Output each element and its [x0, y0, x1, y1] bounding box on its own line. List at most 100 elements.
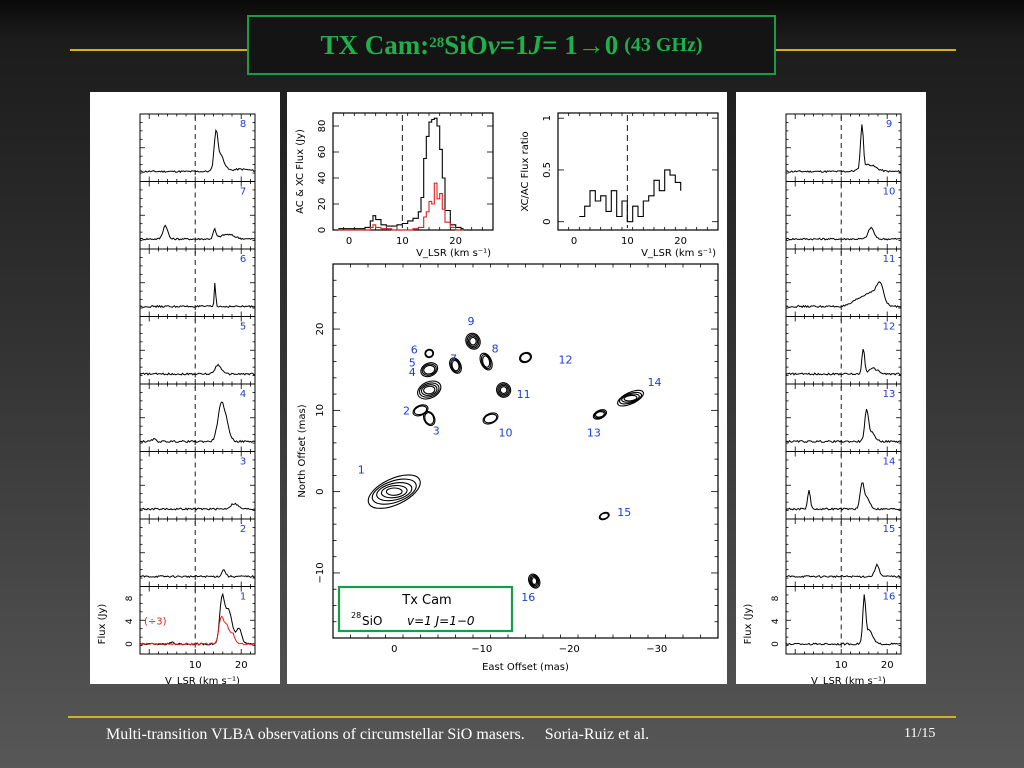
x-tick-label: 10: [189, 660, 202, 671]
contour-11: [498, 384, 509, 396]
feature-label-6: 6: [411, 343, 418, 356]
spectrum-trace-4: [139, 401, 256, 444]
spectrum-trace-16: [785, 594, 902, 646]
feature-label-10: 10: [499, 426, 513, 439]
feature-label-13: 13: [883, 389, 896, 400]
contour-1: [385, 487, 403, 496]
feature-label-2: 2: [403, 404, 410, 417]
y-tick-label: 20: [317, 198, 328, 211]
legend-transition: v=1 J=1−0: [407, 614, 475, 628]
feature-label-6: 6: [240, 254, 246, 265]
y-tick-label: 8: [771, 595, 781, 601]
x-tick-label: 20: [674, 236, 687, 247]
contour-4: [420, 384, 438, 396]
y-tick-label: 0.5: [542, 162, 553, 178]
x-axis-label: East Offset (mas): [482, 662, 569, 673]
y-axis-label: Flux (Jy): [743, 604, 754, 645]
x-tick-label: 0: [391, 644, 397, 655]
contour-16: [529, 574, 540, 588]
y-tick-label: 0: [542, 219, 553, 225]
feature-label-15: 15: [883, 524, 896, 535]
contour-16: [531, 577, 538, 585]
spectrum-trace-2: [140, 569, 256, 579]
feature-label-2: 2: [240, 524, 246, 535]
y-tick-label: 4: [125, 618, 135, 624]
spectrum-trace-10: [785, 226, 902, 241]
y-tick-label: 20: [315, 323, 326, 336]
contour-15: [599, 512, 609, 520]
y-tick-label: 1: [542, 115, 553, 121]
x-tick-label: −10: [471, 644, 492, 655]
contour-5: [423, 364, 436, 375]
right-spectra-panel: 9 10 11 12 13 14 15 16 10 20 0 4 8 Flux (Jy) V_LSR (km…: [736, 92, 926, 687]
series-AC: [338, 117, 464, 230]
title-frequency: (43 GHz): [624, 33, 703, 56]
footer-rule: [68, 716, 956, 718]
y-axis-label: North Offset (mas): [297, 404, 308, 497]
y-axis-label: XC/AC Flux ratio: [520, 131, 531, 211]
feature-label-4: 4: [240, 389, 246, 400]
spectrum-trace-9: [785, 124, 902, 174]
spectrum-trace-7: [139, 224, 256, 241]
feature-label-12: 12: [883, 322, 896, 333]
x-tick-label: 0: [346, 236, 352, 247]
contour-9: [469, 336, 477, 346]
x-axis-label: V_LSR (km s⁻¹): [641, 248, 716, 259]
feature-label-10: 10: [883, 187, 896, 198]
contour-11: [499, 386, 508, 394]
contour-5: [420, 362, 439, 378]
contour-9: [465, 332, 481, 350]
center-panel: 0 10 20 0 20 40 60 80 AC & XC Flux (Jy) V_LSR (km…: [287, 92, 727, 684]
feature-label-14: 14: [648, 376, 662, 389]
legend-isotope: 28: [351, 611, 361, 620]
series-ratio: [579, 169, 682, 223]
contour-14: [617, 389, 644, 407]
contour-2: [412, 404, 429, 417]
x-tick-label: 20: [449, 236, 462, 247]
scaled-label: (÷3): [144, 617, 167, 628]
contour-3: [424, 412, 435, 425]
feature-label-3: 3: [240, 457, 246, 468]
spectrum-trace-14: [785, 482, 902, 511]
title-mid: =1: [499, 29, 529, 60]
contour-15: [598, 511, 610, 521]
y-tick-label: −10: [315, 562, 326, 583]
contour-8: [479, 352, 493, 371]
contour-13: [592, 409, 607, 420]
title-v: v: [487, 29, 500, 60]
contour-14: [623, 394, 638, 402]
plot-frame: [332, 112, 494, 231]
contour-1: [371, 478, 417, 505]
title-molecule: SiO: [444, 29, 488, 60]
feature-label-13: 13: [587, 426, 601, 439]
spectrum-trace-13: [785, 408, 902, 444]
left-spectra-chart: 8 7 6 5 4 3 2 (÷3) 1 10 20 0 4 8 Flux (Jy) V_LSR (km s⁻…: [97, 113, 256, 687]
feature-label-5: 5: [240, 322, 246, 333]
contour-4: [418, 382, 440, 398]
feature-label-9: 9: [468, 315, 475, 328]
contour-7: [449, 357, 462, 374]
feature-label-16: 16: [521, 591, 535, 604]
feature-label-7: 7: [450, 353, 457, 366]
feature-label-1: 1: [358, 464, 365, 477]
contour-12: [520, 352, 531, 363]
contour-14: [621, 393, 640, 403]
contour-4: [417, 380, 442, 400]
spectrum-trace-3: [139, 502, 256, 511]
slide-title: TX Cam: 28 SiO v =1 J = 1→0 (43 GHz): [247, 15, 776, 75]
y-tick-label: 10: [315, 404, 326, 417]
feature-label-7: 7: [240, 187, 246, 198]
legend-molecule: SiO: [362, 614, 382, 628]
feature-label-3: 3: [433, 424, 440, 437]
x-tick-label: 10: [621, 236, 634, 247]
feature-label-15: 15: [617, 506, 631, 519]
feature-label-8: 8: [240, 119, 246, 130]
contour-7: [450, 358, 461, 373]
contour-16: [530, 575, 539, 587]
title-main: TX Cam:: [320, 29, 430, 60]
right-spectra-chart: 9 10 11 12 13 14 15 16 10 20 0 4 8 Flux (Jy) V_LSR (km…: [743, 113, 902, 687]
contour-1: [367, 474, 421, 509]
y-tick-label: 60: [317, 146, 328, 159]
y-axis-label: AC & XC Flux (Jy): [295, 129, 306, 214]
